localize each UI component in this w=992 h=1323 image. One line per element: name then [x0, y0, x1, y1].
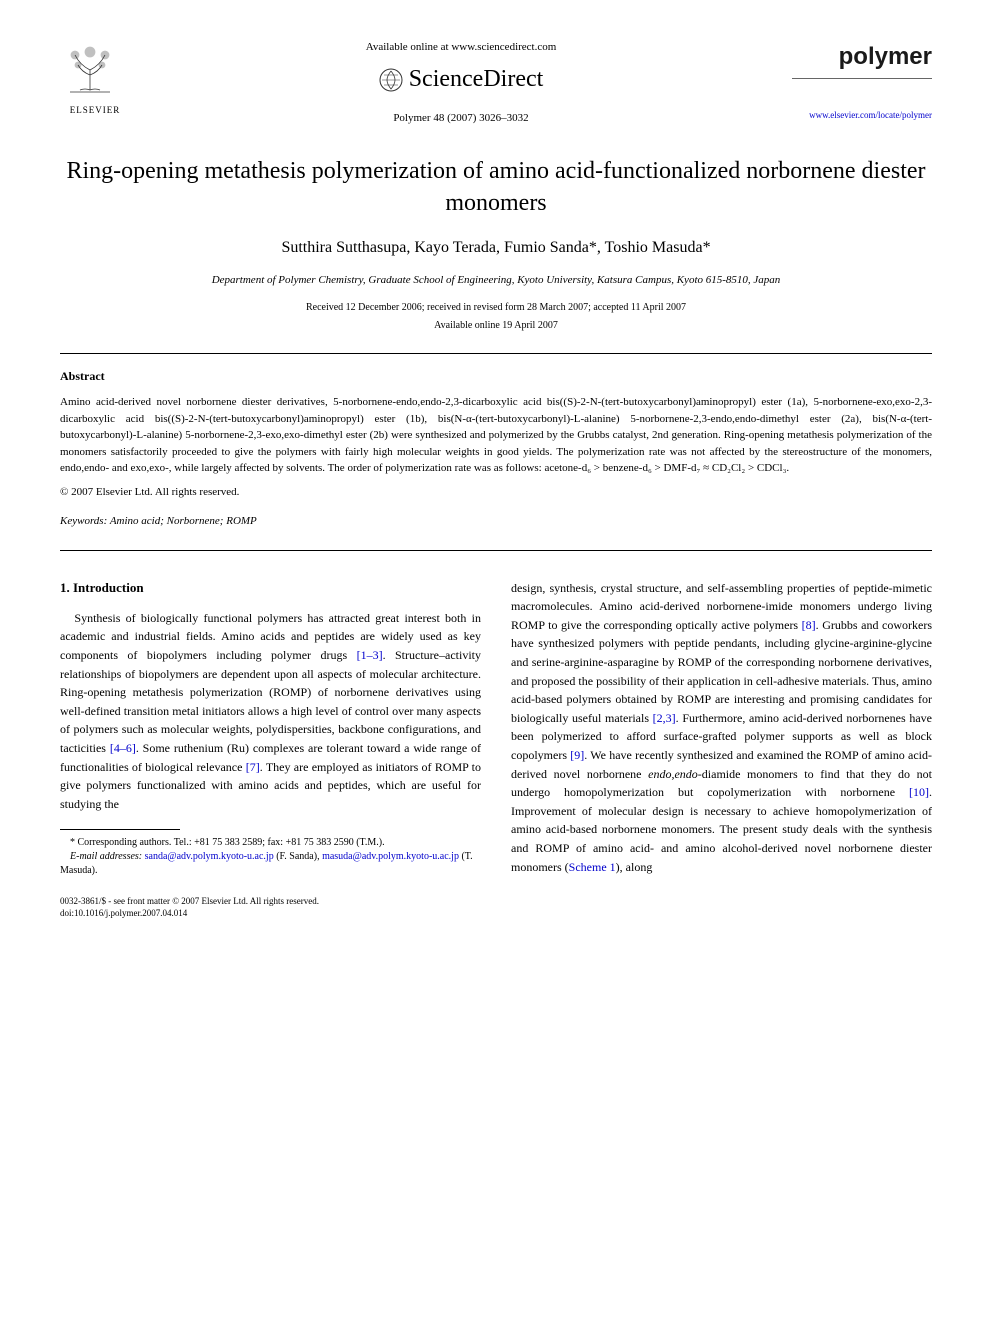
- keywords-line: Keywords: Amino acid; Norbornene; ROMP: [60, 514, 932, 529]
- email-label: E-mail addresses:: [70, 851, 142, 862]
- abstract-copyright: © 2007 Elsevier Ltd. All rights reserved…: [60, 485, 932, 500]
- abstract-bottom-divider: [60, 550, 932, 551]
- corresponding-author-footnote: * Corresponding authors. Tel.: +81 75 38…: [60, 836, 481, 850]
- page-container: ELSEVIER Available online at www.science…: [0, 0, 992, 950]
- journal-reference: Polymer 48 (2007) 3026–3032: [150, 111, 772, 126]
- elsevier-logo: ELSEVIER: [60, 40, 130, 120]
- doi-line: doi:10.1016/j.polymer.2007.04.014: [60, 908, 932, 920]
- center-header: Available online at www.sciencedirect.co…: [130, 40, 792, 126]
- affiliation-text: Department of Polymer Chemistry, Graduat…: [60, 273, 932, 288]
- sciencedirect-text: ScienceDirect: [409, 63, 544, 97]
- intro-paragraph-left: Synthesis of biologically functional pol…: [60, 609, 481, 814]
- polymer-logo-text: polymer: [792, 40, 932, 74]
- article-title: Ring-opening metathesis polymerization o…: [60, 156, 932, 218]
- sciencedirect-brand: ScienceDirect: [150, 63, 772, 97]
- header-row: ELSEVIER Available online at www.science…: [60, 40, 932, 126]
- two-column-body: 1. Introduction Synthesis of biologicall…: [60, 579, 932, 879]
- ref-link-1-3[interactable]: [1–3]: [357, 648, 383, 662]
- available-date: Available online 19 April 2007: [60, 319, 932, 333]
- ref-link-8[interactable]: [8]: [802, 618, 816, 632]
- email-author-1: (F. Sanda),: [276, 851, 319, 862]
- right-column: design, synthesis, crystal structure, an…: [511, 579, 932, 879]
- abstract-top-divider: [60, 353, 932, 354]
- intro-paragraph-right: design, synthesis, crystal structure, an…: [511, 579, 932, 877]
- scheme-link-1[interactable]: Scheme 1: [569, 860, 616, 874]
- keywords-label: Keywords:: [60, 515, 107, 527]
- authors-line: Sutthira Sutthasupa, Kayo Terada, Fumio …: [60, 237, 932, 259]
- available-online-text: Available online at www.sciencedirect.co…: [150, 40, 772, 55]
- keywords-text: Amino acid; Norbornene; ROMP: [110, 515, 257, 527]
- abstract-heading: Abstract: [60, 368, 932, 385]
- journal-logo-block: polymer www.elsevier.com/locate/polymer: [792, 40, 932, 121]
- email-link-sanda[interactable]: sanda@adv.polym.kyoto-u.ac.jp: [145, 851, 274, 862]
- received-dates: Received 12 December 2006; received in r…: [60, 301, 932, 315]
- elsevier-tree-icon: [60, 40, 120, 95]
- elsevier-label: ELSEVIER: [60, 104, 130, 117]
- journal-url-link[interactable]: www.elsevier.com/locate/polymer: [792, 109, 932, 122]
- ref-link-2-3[interactable]: [2,3]: [653, 711, 676, 725]
- sciencedirect-icon: [379, 68, 403, 92]
- email-footnote: E-mail addresses: sanda@adv.polym.kyoto-…: [60, 850, 481, 878]
- logo-divider: [792, 78, 932, 79]
- bottom-info-block: 0032-3861/$ - see front matter © 2007 El…: [60, 896, 932, 919]
- email-link-masuda[interactable]: masuda@adv.polym.kyoto-u.ac.jp: [322, 851, 459, 862]
- introduction-heading: 1. Introduction: [60, 579, 481, 597]
- ref-link-7[interactable]: [7]: [246, 760, 260, 774]
- footnote-divider: [60, 829, 180, 830]
- ref-link-9[interactable]: [9]: [570, 748, 584, 762]
- abstract-body: Amino acid-derived novel norbornene dies…: [60, 394, 932, 477]
- left-column: 1. Introduction Synthesis of biologicall…: [60, 579, 481, 879]
- ref-link-4-6[interactable]: [4–6]: [110, 741, 136, 755]
- ref-link-10[interactable]: [10]: [909, 785, 929, 799]
- front-matter-line: 0032-3861/$ - see front matter © 2007 El…: [60, 896, 932, 908]
